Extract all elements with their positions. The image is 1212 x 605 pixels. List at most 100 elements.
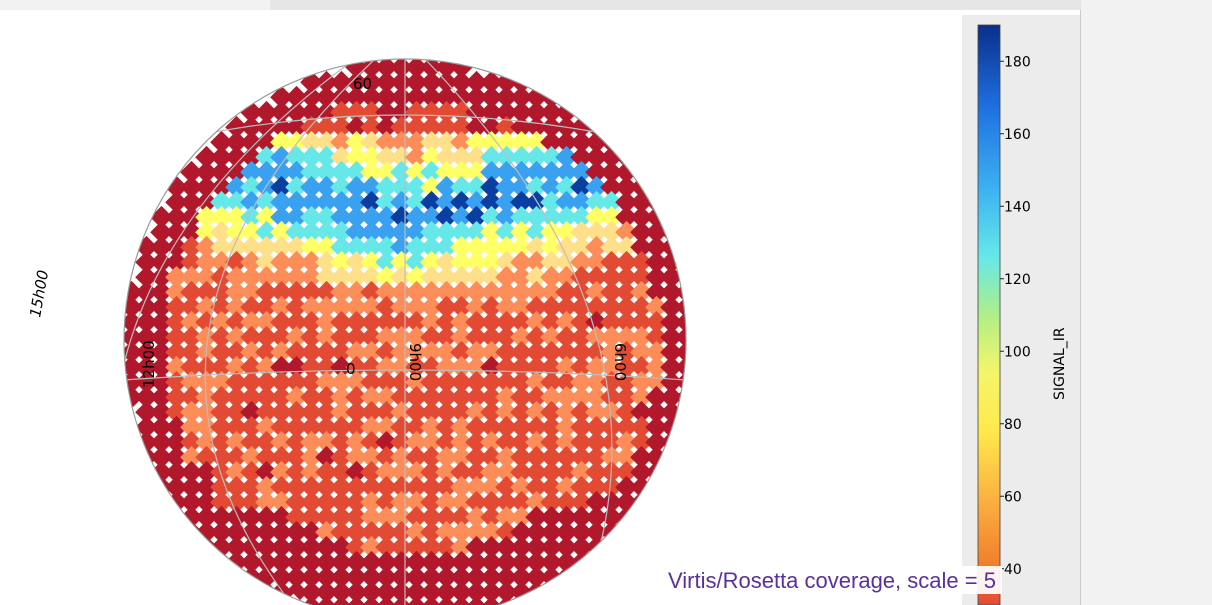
- coverage-cell: [375, 340, 398, 364]
- coverage-cell: [405, 475, 428, 499]
- coverage-cell: [645, 190, 668, 214]
- sphere-map[interactable]: 60 0 15h00 12h00 9h00 6h00: [0, 10, 1080, 605]
- coverage-plot-panel[interactable]: 60 0 15h00 12h00 9h00 6h00: [0, 10, 1081, 605]
- coverage-cell: [150, 415, 173, 439]
- coverage-cell: [480, 475, 503, 499]
- coverage-cell: [195, 325, 218, 349]
- coverage-cell: [630, 310, 653, 334]
- coverage-cell: [210, 505, 233, 529]
- coverage-cell: [525, 595, 548, 605]
- coverage-cell: [360, 370, 383, 394]
- coverage-cell: [585, 385, 608, 409]
- coverage-cell: [615, 520, 638, 544]
- coverage-cell: [600, 385, 623, 409]
- coverage-cell: [315, 280, 338, 304]
- coverage-cell: [555, 385, 578, 409]
- coverage-cell: [165, 415, 188, 439]
- coverage-cell: [240, 370, 263, 394]
- coverage-cell: [465, 400, 488, 424]
- coverage-cell: [360, 385, 383, 409]
- coverage-cell: [585, 400, 608, 424]
- coverage-cell: [375, 355, 398, 379]
- coverage-cell: [165, 460, 188, 484]
- coverage-cell: [210, 355, 233, 379]
- colorbar-label: SIGNAL_IR: [1052, 327, 1068, 400]
- coverage-cell: [405, 400, 428, 424]
- coverage-cell: [375, 430, 398, 454]
- coverage-cell: [555, 445, 578, 469]
- coverage-cell: [315, 265, 338, 289]
- coverage-cell: [495, 460, 518, 484]
- coverage-cell: [525, 550, 548, 574]
- coverage-cell: [195, 250, 218, 274]
- coverage-cell: [630, 340, 653, 364]
- coverage-cell: [540, 100, 563, 124]
- coverage-cell: [585, 550, 608, 574]
- coverage-cell: [150, 265, 173, 289]
- coverage-cell: [255, 385, 278, 409]
- coverage-cell: [165, 475, 188, 499]
- coverage-cell: [345, 100, 368, 124]
- coverage-cell: [225, 415, 248, 439]
- coverage-cell: [435, 85, 458, 109]
- coverage-cell: [405, 355, 428, 379]
- coverage-cell: [450, 385, 473, 409]
- colorbar-tick-label: 60: [1004, 489, 1022, 505]
- coverage-cell: [540, 400, 563, 424]
- coverage-cell: [525, 400, 548, 424]
- coverage-cell: [210, 385, 233, 409]
- coverage-cell: [600, 505, 623, 529]
- colorbar-ticks: 180 160 140 120 100 80 60 40: [1000, 54, 1031, 578]
- coverage-cell: [450, 400, 473, 424]
- coverage-cell: [360, 85, 383, 109]
- coverage-cell: [315, 445, 338, 469]
- coverage-cell: [285, 340, 308, 364]
- coverage-cell: [570, 460, 593, 484]
- coverage-cell: [165, 310, 188, 334]
- coverage-cell: [420, 310, 443, 334]
- coverage-cell: [510, 550, 533, 574]
- coverage-cell: [300, 400, 323, 424]
- coverage-cell: [375, 445, 398, 469]
- coverage-cell: [255, 370, 278, 394]
- coverage-cell: [360, 430, 383, 454]
- coverage-cell: [360, 475, 383, 499]
- coverage-cell: [555, 265, 578, 289]
- coverage-cell: [555, 505, 578, 529]
- coverage-cell: [570, 505, 593, 529]
- coverage-cell: [525, 385, 548, 409]
- coverage-cell: [300, 250, 323, 274]
- coverage-cell: [315, 370, 338, 394]
- coverage-cell: [465, 505, 488, 529]
- coverage-cell: [600, 400, 623, 424]
- coverage-cell: [255, 250, 278, 274]
- coverage-cell: [510, 535, 533, 559]
- coverage-cell: [630, 325, 653, 349]
- top-toolbar-strip: [0, 0, 1212, 11]
- coverage-cell: [585, 265, 608, 289]
- coverage-cell: [435, 430, 458, 454]
- coverage-cell: [240, 490, 263, 514]
- coverage-cell: [480, 250, 503, 274]
- coverage-cell: [255, 490, 278, 514]
- coverage-cell: [645, 400, 668, 424]
- coverage-cell: [195, 505, 218, 529]
- coverage-cell: [435, 415, 458, 439]
- coverage-cell: [375, 325, 398, 349]
- coverage-cell: [180, 460, 203, 484]
- coverage-cell: [600, 250, 623, 274]
- coverage-cell: [495, 400, 518, 424]
- coverage-cell: [195, 385, 218, 409]
- coverage-cell: [285, 280, 308, 304]
- coverage-cell: [300, 280, 323, 304]
- coverage-cell: [210, 400, 233, 424]
- coverage-cell: [465, 370, 488, 394]
- coverage-cell: [315, 505, 338, 529]
- coverage-cell: [225, 250, 248, 274]
- coverage-cell: [285, 265, 308, 289]
- coverage-cell: [360, 415, 383, 439]
- coverage-cell: [600, 325, 623, 349]
- coverage-cell: [615, 460, 638, 484]
- window-margin: [1081, 0, 1212, 605]
- coverage-cell: [510, 430, 533, 454]
